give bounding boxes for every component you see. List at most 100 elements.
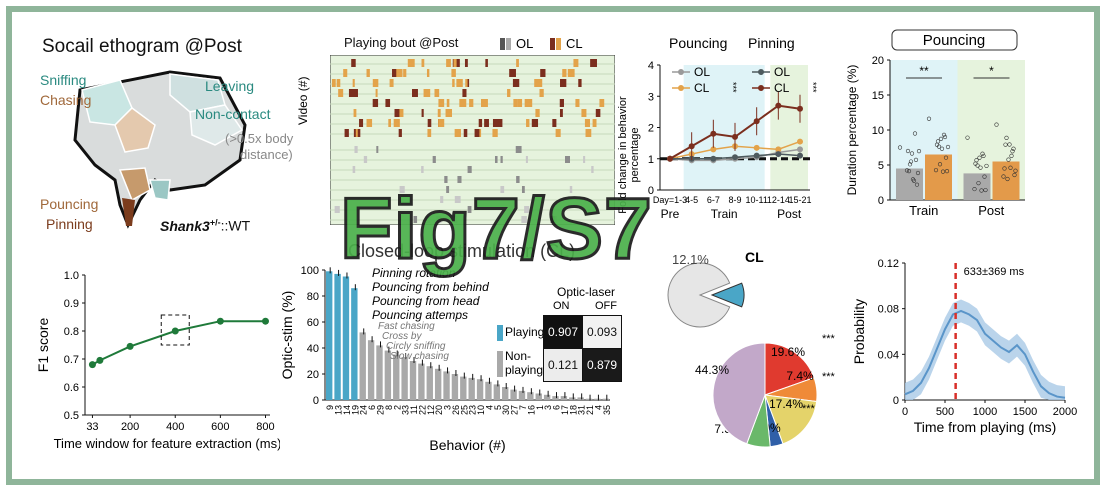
stim-bar: [359, 332, 366, 400]
raster-bout-cl: [485, 59, 488, 67]
duration-panel: Pouncing 0 5 10 15 20 Duration percentage (%) T…: [840, 28, 1040, 228]
raster-bout-cl: [459, 99, 467, 107]
raster-bout-cl: [459, 79, 463, 87]
raster-bout-cl: [395, 69, 401, 77]
raster-bout-cl: [466, 79, 470, 87]
fold-ytick-label: 3: [648, 91, 654, 103]
stim-ytick-label: 20: [307, 369, 319, 381]
dur-dot: [912, 131, 918, 136]
f1-ytick-label: 1.0: [64, 270, 79, 282]
raster-bout-ol: [334, 206, 340, 213]
stim-xtick-label: 13: [334, 405, 344, 415]
prob-ytick-label: 0.08: [878, 304, 899, 316]
raster-bout-cl: [537, 79, 543, 87]
stim-xtick-label: 6: [367, 405, 377, 410]
fold-xtick-label: 12-14: [767, 195, 790, 205]
dur-dot: [1009, 153, 1014, 158]
dur-dot: [943, 155, 949, 160]
raster-bout-ol: [583, 156, 586, 163]
f1-xlabel: Time window for feature extraction (ms): [54, 436, 280, 451]
raster-title: Playing bout @Post: [344, 35, 459, 50]
fold-point: [667, 155, 673, 162]
stim-bar: [485, 381, 492, 400]
stim-xtick-label: 3: [543, 405, 553, 410]
pie-slice-label: 17.4%: [769, 397, 803, 411]
dur-dot: [977, 155, 982, 160]
raster-bout-cl: [509, 69, 516, 77]
stim-bar: [543, 394, 551, 400]
stim-xtick-label: 12: [426, 405, 436, 415]
stim-annotation-light: Circly sniffing: [386, 341, 446, 352]
f1-point: [261, 317, 269, 325]
stim-bar: [493, 384, 501, 400]
dur-bar: [963, 173, 991, 200]
stim-xtick-label: 29: [375, 405, 385, 415]
dur-dot: [945, 144, 951, 150]
optic-stim-panel: Closed-loop stimulation (CL) 0 20 40 60 80 100…: [270, 235, 620, 465]
raster-ylabel: Video (#): [296, 76, 310, 125]
f1-ytick-label: 0.5: [64, 410, 79, 422]
fold-point: [753, 144, 760, 151]
fold-point: [775, 151, 782, 158]
dur-dot: [910, 177, 916, 182]
prob-ytick-label: 0.12: [878, 258, 899, 270]
raster-bout-cl: [590, 59, 597, 67]
stim-bar: [569, 397, 576, 400]
raster-bout-cl: [398, 129, 402, 137]
raster-bout-ol: [352, 166, 356, 173]
raster-bout-cl: [463, 129, 468, 137]
raster-bout-cl: [366, 69, 370, 77]
duration-chart: Pouncing 0 5 10 15 20 Duration percentage (%) T…: [845, 29, 1025, 218]
raster-bout-cl: [421, 59, 425, 67]
raster-bout-cl: [438, 99, 445, 107]
raster-bout-cl: [407, 59, 411, 67]
dur-dot: [965, 135, 970, 140]
raster-bout-ol: [436, 216, 442, 223]
raster-bout-cl: [446, 59, 451, 67]
fold-sig-right: ***: [808, 82, 818, 93]
stim-annotation-light: Cross by: [382, 331, 422, 342]
fold-ytick-label: 4: [648, 60, 654, 72]
stim-bar: [418, 363, 425, 400]
cell-nonplaying-on: 0.121: [543, 348, 583, 382]
stim-bar: [434, 368, 442, 400]
raster-bout-cl: [372, 99, 379, 107]
raster-bout-cl: [452, 79, 455, 87]
fold-legend-label: OL: [774, 65, 790, 79]
fold-point: [797, 152, 803, 159]
stim-bar: [409, 361, 417, 400]
dur-dot: [976, 181, 981, 186]
prob-ytick-label: 0: [893, 395, 899, 407]
legend-ol: OL: [516, 36, 534, 51]
raster-bout-cl: [513, 99, 518, 107]
dur-dot: [1006, 157, 1011, 162]
raster-bout-ol: [500, 156, 503, 163]
small-pie-label: 12.1%: [672, 252, 709, 267]
raster-bout-cl: [434, 89, 440, 97]
dur-dot: [909, 151, 915, 156]
fold-sig-left: ***: [728, 82, 738, 93]
dur-dot: [978, 165, 983, 170]
raster-bout-cl: [394, 109, 401, 117]
raster-bout-cl: [353, 109, 357, 117]
raster-bout-cl: [438, 119, 445, 127]
dur-dot: [1013, 168, 1018, 173]
phase-pre: Pre: [661, 207, 680, 221]
fold-legend-marker: [758, 85, 764, 91]
stim-xtick-label: 26: [451, 405, 461, 415]
raster-bout-ol: [440, 196, 444, 203]
dur-dot: [1003, 142, 1008, 147]
fold-xtick-label: 15-21: [788, 195, 811, 205]
prob-xtick-label: 2000: [1053, 406, 1077, 418]
stim-ytick-label: 60: [307, 317, 319, 329]
stim-xtick-label: 30: [501, 405, 511, 415]
raster-bout-cl: [445, 109, 453, 117]
raster-bout-cl: [359, 119, 364, 127]
raster-bout-cl: [578, 79, 582, 87]
dur-dot: [937, 162, 943, 167]
stim-xtick-label: 21: [585, 405, 595, 415]
stim-xtick-label: 10: [476, 405, 486, 415]
fold-point: [797, 138, 803, 145]
stim-xtick-label: 11: [409, 405, 419, 414]
